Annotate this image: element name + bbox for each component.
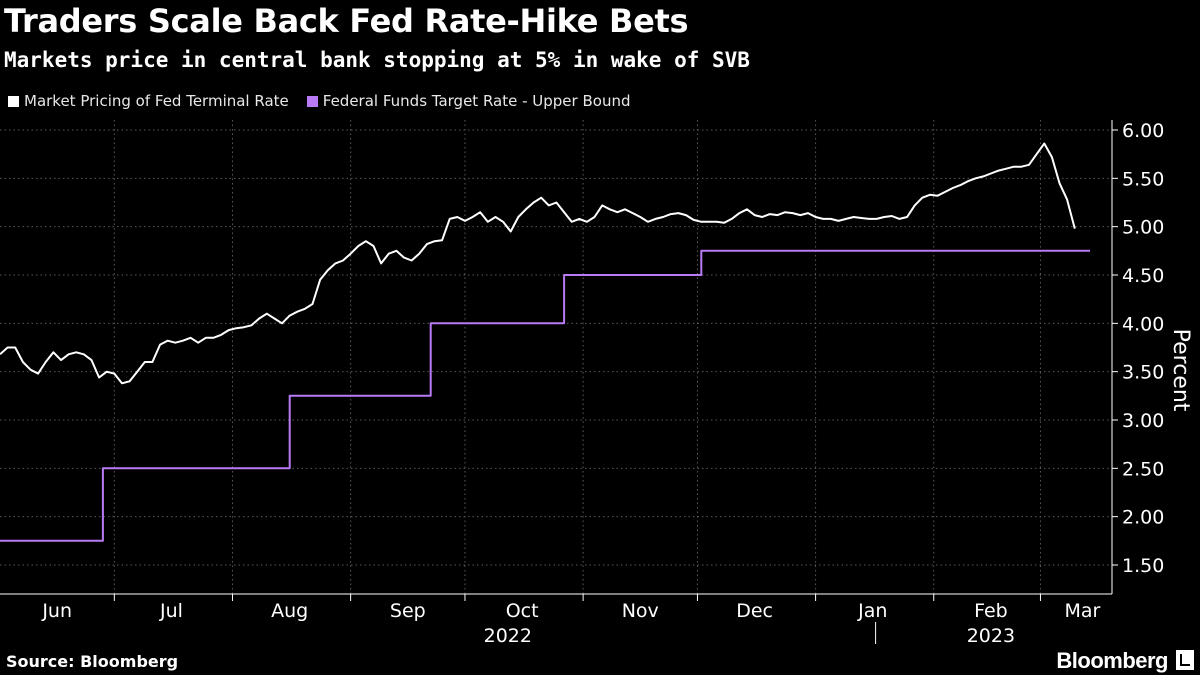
legend-swatch-funds-rate — [306, 95, 318, 107]
x-tick-label: Dec — [736, 600, 773, 622]
y-tick-label: 5.50 — [1122, 168, 1164, 190]
y-tick-label: 3.00 — [1122, 410, 1164, 432]
x-tick-label: Feb — [974, 600, 1008, 622]
x-tick-label: Nov — [622, 600, 659, 622]
bloomberg-terminal-icon — [1176, 650, 1194, 670]
x-tick-label: Sep — [390, 600, 426, 622]
legend-item-terminal-rate: Market Pricing of Fed Terminal Rate — [8, 92, 289, 110]
source-note: Source: Bloomberg — [6, 652, 179, 671]
series-line-terminal-rate — [0, 142, 1076, 385]
legend-item-funds-rate: Federal Funds Target Rate - Upper Bound — [306, 92, 631, 110]
legend-swatch-terminal-rate — [8, 95, 19, 107]
y-axis-title: Percent — [1168, 329, 1193, 412]
x-tick-label: Aug — [271, 600, 308, 622]
x-tick-label: Oct — [506, 600, 539, 622]
x-tick-label: Jun — [41, 600, 72, 622]
y-tick-label: 5.00 — [1122, 217, 1164, 239]
y-tick-label: 4.00 — [1122, 313, 1164, 335]
y-tick-label: 6.00 — [1122, 120, 1164, 142]
year-label: 2022 — [484, 625, 532, 647]
chart-title: Traders Scale Back Fed Rate-Hike Bets — [4, 2, 689, 40]
brand-logo-text: Bloomberg — [1056, 648, 1168, 673]
y-tick-label: 2.00 — [1122, 507, 1164, 529]
legend: Market Pricing of Fed Terminal Rate Fede… — [8, 91, 648, 111]
chart-subtitle: Markets price in central bank stopping a… — [4, 48, 750, 72]
y-tick-label: 1.50 — [1122, 555, 1164, 577]
series-line-funds-rate — [0, 249, 1090, 542]
x-tick-label: Jan — [857, 600, 887, 622]
x-tick-label: Jul — [159, 600, 183, 622]
year-label: 2023 — [967, 625, 1015, 647]
y-tick-label: 3.50 — [1122, 362, 1164, 384]
y-tick-label: 2.50 — [1122, 458, 1164, 480]
x-tick-label: Mar — [1064, 600, 1100, 622]
y-tick-label: 4.50 — [1122, 265, 1164, 287]
legend-label-funds-rate: Federal Funds Target Rate - Upper Bound — [322, 92, 631, 110]
legend-label-terminal-rate: Market Pricing of Fed Terminal Rate — [24, 92, 289, 110]
